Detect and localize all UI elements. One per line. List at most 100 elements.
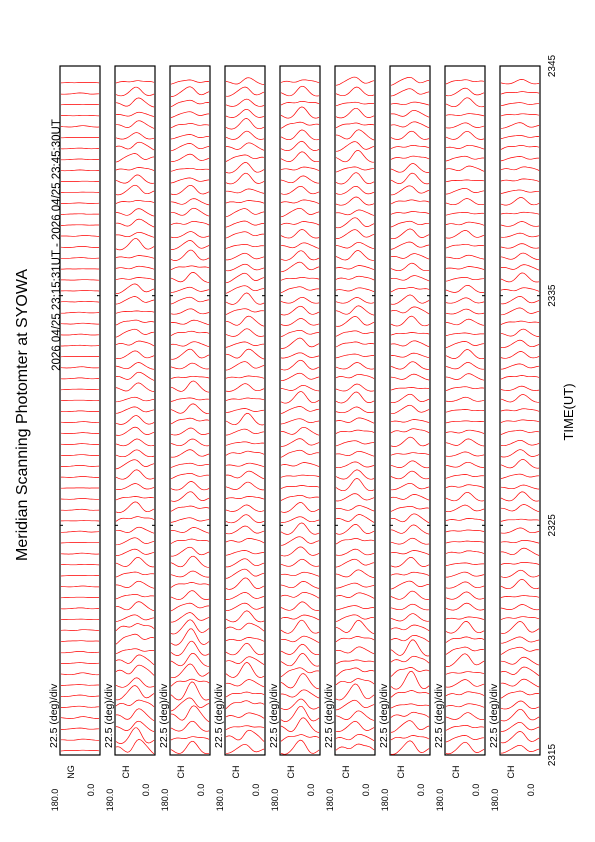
scan-trace xyxy=(115,340,155,347)
scan-trace xyxy=(500,363,540,370)
y-tick-top: 180.0 xyxy=(490,789,500,812)
scan-trace xyxy=(225,383,265,392)
scan-trace xyxy=(225,514,265,524)
scan-trace xyxy=(390,603,430,611)
scan-trace xyxy=(335,548,375,556)
scan-trace xyxy=(500,122,540,129)
scan-trace xyxy=(445,230,485,239)
scan-trace xyxy=(500,252,540,261)
scan-trace xyxy=(60,464,100,467)
scan-trace xyxy=(281,337,320,349)
scan-trace xyxy=(225,577,265,590)
panel: 22.5 (deg)/div 180.0 CH 0.0 xyxy=(433,65,486,811)
scan-trace xyxy=(445,179,485,183)
scan-trace xyxy=(225,308,265,315)
scan-trace xyxy=(170,272,210,283)
scan-trace xyxy=(390,505,430,512)
scan-trace xyxy=(225,341,265,348)
scan-trace xyxy=(170,319,210,326)
scan-trace xyxy=(445,373,485,381)
scan-trace xyxy=(390,315,430,327)
scan-trace xyxy=(280,329,319,338)
scan-trace xyxy=(445,362,484,370)
y-tick-bottom: 0.0 xyxy=(141,784,151,797)
scan-trace xyxy=(115,265,155,270)
scan-trace xyxy=(116,120,155,129)
scan-trace xyxy=(170,184,210,195)
y-tick-bottom: 0.0 xyxy=(251,784,261,797)
scan-trace xyxy=(445,679,485,688)
scan-trace xyxy=(115,459,155,470)
scan-trace xyxy=(115,296,155,305)
scan-trace xyxy=(390,720,430,733)
scan-trace xyxy=(390,655,430,664)
scan-trace xyxy=(335,287,375,292)
scan-trace xyxy=(280,129,320,141)
scan-trace xyxy=(500,156,539,162)
scan-trace xyxy=(445,703,485,708)
scan-trace xyxy=(170,380,210,393)
scan-trace xyxy=(445,87,485,97)
scan-trace xyxy=(115,362,155,370)
scan-trace xyxy=(170,265,210,271)
scan-trace xyxy=(335,743,375,751)
scan-trace xyxy=(445,187,485,195)
x-tick-label: 2315 xyxy=(547,743,558,766)
scan-trace xyxy=(225,243,265,249)
scan-trace xyxy=(280,546,320,557)
scan-trace xyxy=(390,130,430,140)
scan-trace xyxy=(445,284,485,293)
scan-trace xyxy=(335,330,375,337)
scan-trace xyxy=(390,436,430,447)
scan-trace xyxy=(500,211,540,215)
scan-trace xyxy=(280,426,320,436)
scan-trace xyxy=(280,462,320,467)
scan-trace xyxy=(335,101,375,107)
scan-trace xyxy=(115,255,155,259)
scan-trace xyxy=(60,716,99,719)
scan-trace xyxy=(280,250,320,261)
scan-trace xyxy=(335,440,375,447)
scan-trace xyxy=(445,97,485,108)
scan-trace xyxy=(170,705,210,723)
scan-trace xyxy=(60,125,100,128)
scan-trace xyxy=(445,243,485,249)
scan-trace xyxy=(390,228,430,240)
y-tick-bottom: 0.0 xyxy=(526,784,536,797)
scan-trace xyxy=(170,663,210,679)
scan-trace xyxy=(170,538,210,544)
scan-trace xyxy=(61,344,100,347)
scan-trace xyxy=(115,141,155,151)
scan-trace xyxy=(280,318,320,326)
scan-trace xyxy=(225,441,265,446)
scan-trace xyxy=(170,330,210,336)
scan-trace xyxy=(445,349,485,360)
scan-trace xyxy=(335,362,375,370)
scan-trace xyxy=(115,699,155,708)
scan-trace xyxy=(500,473,540,479)
scan-trace xyxy=(500,561,540,565)
scan-trace xyxy=(170,296,210,305)
scan-trace xyxy=(60,399,100,402)
scan-trace xyxy=(500,731,540,744)
scan-trace xyxy=(500,307,540,316)
scan-trace xyxy=(115,86,155,97)
scan-trace xyxy=(500,646,540,655)
scan-trace xyxy=(280,276,320,281)
scan-trace xyxy=(335,558,375,568)
scan-trace xyxy=(170,449,210,458)
y-tick-bottom: 0.0 xyxy=(416,784,426,797)
scan-trace xyxy=(225,77,265,85)
scan-trace xyxy=(335,129,375,141)
scan-trace xyxy=(115,601,155,612)
scan-trace xyxy=(170,153,210,162)
scan-trace xyxy=(170,134,210,140)
scan-trace xyxy=(445,621,485,634)
scan-trace xyxy=(390,634,430,643)
scan-trace xyxy=(60,454,99,456)
scan-trace xyxy=(115,469,155,480)
scan-trace xyxy=(170,546,210,557)
scan-trace xyxy=(170,308,210,315)
scan-trace xyxy=(390,109,430,118)
scan-trace xyxy=(335,172,375,185)
